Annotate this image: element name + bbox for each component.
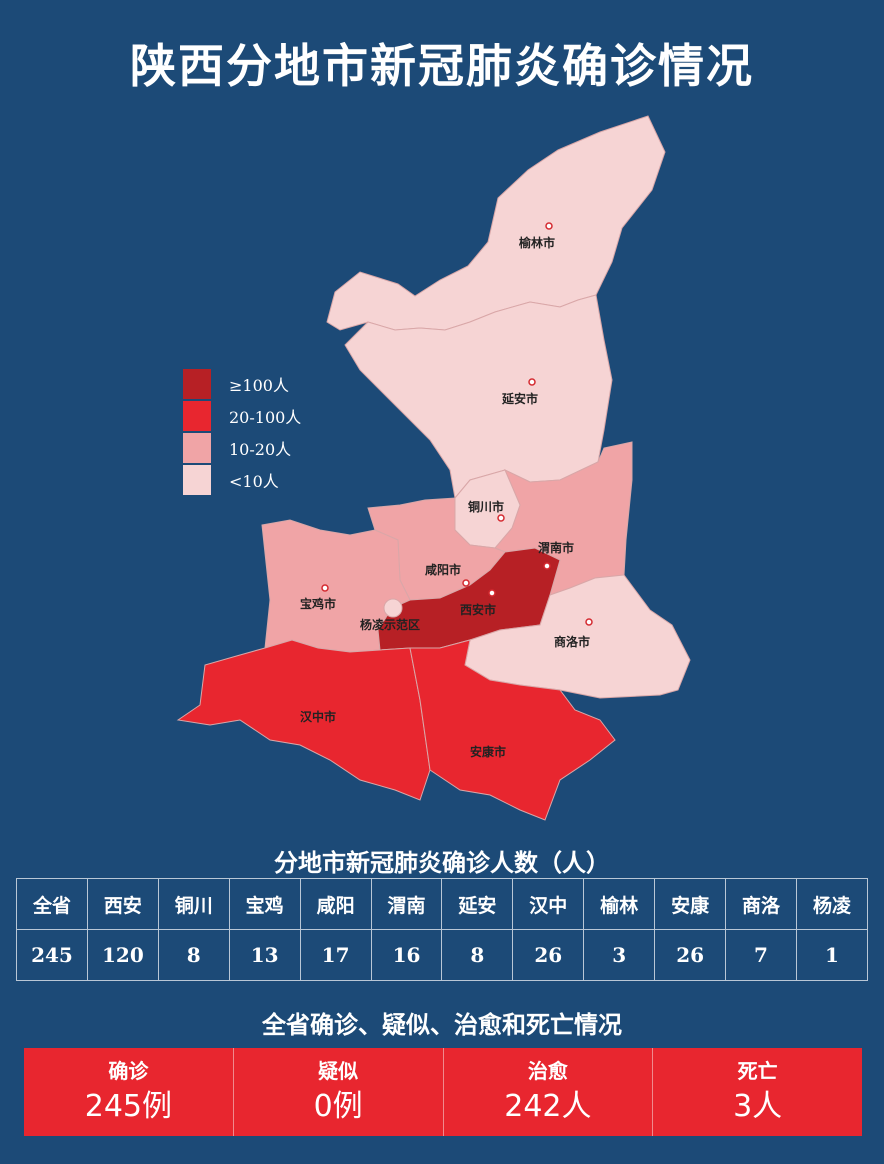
table-value-cell: 8 [157,929,230,981]
city-marker-yanan [528,378,536,386]
legend-item: <10人 [183,464,301,495]
status-cured: 治愈 242人 [444,1048,654,1136]
shaanxi-map: 榆林市 延安市 铜川市 渭南市 咸阳市 宝鸡市 西安市 杨凌示范区 商洛市 汉中… [176,115,691,821]
city-label-yangling: 杨凌示范区 [360,617,420,632]
status-value: 3人 [733,1089,783,1124]
status-label: 确诊 [108,1059,149,1083]
legend-label: 10-20人 [229,439,292,459]
city-markers [321,222,593,626]
table-header-cell: 延安 [441,878,514,930]
table-header-cell: 西安 [86,878,159,930]
legend-label: <10人 [229,471,279,491]
city-marker-weinan [543,562,551,570]
city-label-xianyang: 咸阳市 [425,562,461,577]
region-yulin[interactable] [326,115,666,331]
table-value-cell: 245 [16,929,88,981]
table-header-cell: 榆林 [583,878,656,930]
legend-swatch [183,400,211,431]
table-header-row: 全省 西安 铜川 宝鸡 咸阳 渭南 延安 汉中 榆林 安康 商洛 杨凌 [16,878,869,930]
legend-item: ≥100人 [183,368,301,399]
city-marker-xian [488,589,496,597]
city-label-hanzhong: 汉中市 [300,709,336,724]
city-marker-shangluo [585,618,593,626]
page-title: 陕西分地市新冠肺炎确诊情况 [130,39,754,93]
status-confirmed: 确诊 245例 [24,1048,234,1136]
table-header-cell: 渭南 [370,878,443,930]
status-title: 全省确诊、疑似、治愈和死亡情况 [262,1011,622,1039]
city-label-tongchuan: 铜川市 [468,499,504,514]
table-header-cell: 全省 [16,878,88,930]
table-value-row: 245 120 8 13 17 16 8 26 3 26 7 1 [16,929,869,981]
city-marker-tongchuan [497,514,505,522]
table-value-cell: 1 [795,929,869,981]
region-shangluo[interactable] [464,574,691,699]
status-label: 死亡 [737,1059,778,1083]
table-header-cell: 铜川 [157,878,230,930]
table-value-cell: 7 [725,929,797,981]
legend-label: ≥100人 [229,375,289,395]
table-value-cell: 3 [583,929,656,981]
legend-label: 20-100人 [229,407,302,427]
city-marker-baoji [321,584,329,592]
table-header-cell: 杨凌 [795,878,869,930]
table-title: 分地市新冠肺炎确诊人数（人） [274,849,610,877]
region-ankang[interactable] [409,639,616,821]
city-label-xian: 西安市 [460,602,496,617]
city-label-baoji: 宝鸡市 [300,596,336,611]
city-marker-xianyang [462,579,470,587]
status-deaths: 死亡 3人 [653,1048,862,1136]
city-label-weinan: 渭南市 [538,540,574,555]
status-summary: 确诊 245例 疑似 0例 治愈 242人 死亡 3人 [24,1048,862,1136]
city-label-yulin: 榆林市 [519,235,555,250]
status-value: 0例 [313,1089,363,1124]
table-value-cell: 26 [512,929,585,981]
table-header-cell: 商洛 [725,878,797,930]
legend-item: 10-20人 [183,432,301,463]
table-header-cell: 宝鸡 [228,878,301,930]
city-count-table: 全省 西安 铜川 宝鸡 咸阳 渭南 延安 汉中 榆林 安康 商洛 杨凌 245 … [16,878,869,981]
table-value-cell: 8 [441,929,514,981]
city-marker-yulin [545,222,553,230]
table-header-cell: 汉中 [512,878,585,930]
city-label-shangluo: 商洛市 [554,634,590,649]
legend-swatch [183,368,211,399]
status-suspected: 疑似 0例 [234,1048,444,1136]
table-header-cell: 安康 [654,878,727,930]
legend-item: 20-100人 [183,400,301,431]
table-value-cell: 17 [299,929,372,981]
table-value-cell: 26 [654,929,727,981]
city-label-ankang: 安康市 [470,744,506,759]
legend-swatch [183,432,211,463]
table-header-cell: 咸阳 [299,878,372,930]
status-label: 疑似 [318,1059,359,1083]
legend-swatch [183,464,211,495]
status-label: 治愈 [527,1059,568,1083]
region-yanan[interactable] [344,294,613,500]
map-legend: ≥100人 20-100人 10-20人 <10人 [183,368,301,496]
city-label-yanan: 延安市 [501,391,538,406]
status-value: 245例 [84,1089,172,1124]
table-value-cell: 13 [228,929,301,981]
table-value-cell: 120 [86,929,159,981]
status-value: 242人 [504,1089,592,1124]
region-yangling[interactable] [383,598,403,618]
table-value-cell: 16 [370,929,443,981]
